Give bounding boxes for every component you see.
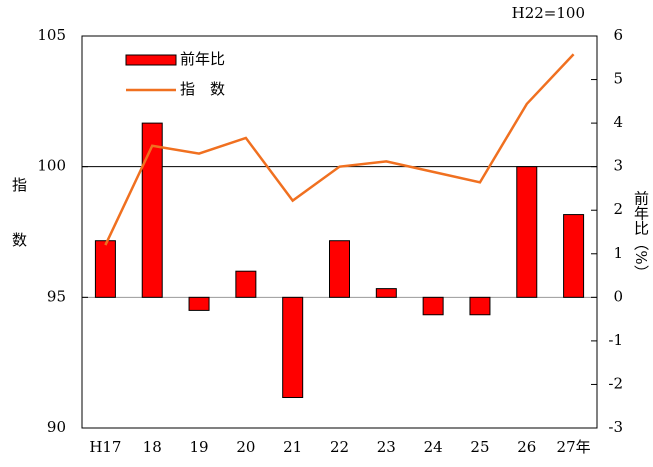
bar [235,270,257,298]
legend-label: 前年比 [180,50,225,68]
y2-tick-label: 5 [613,70,623,88]
bar [563,214,585,298]
y2-tick-label: 3 [613,157,623,175]
x-tick-label: 21 [283,438,302,456]
line [104,53,575,246]
bar [516,166,538,298]
x-tick-label: 22 [330,438,349,456]
y2-tick-label: 6 [613,26,623,44]
y2-tick-label: 4 [613,113,623,131]
bar [141,122,163,298]
bar [94,240,116,298]
bar [282,296,304,399]
bar [329,240,350,298]
legend-label: 指 数 [180,80,225,98]
x-tick-label: 27年 [557,438,591,456]
x-tick-label: 23 [377,438,396,456]
x-tick-label: 19 [189,438,208,456]
y2-tick-label: 0 [613,287,623,305]
y2-axis-label: 前年比（%） [632,190,650,279]
y2-tick-label: -1 [608,331,623,349]
x-tick-label: 25 [470,438,489,456]
x-tick-label: 20 [236,438,255,456]
bar [422,296,444,316]
y2-tick-label: 1 [613,244,623,262]
chart-note: H22=100 [512,4,585,22]
y-tick-label: 95 [47,287,66,305]
y2-tick-label: -2 [608,374,623,392]
y2-tick-label: 2 [613,200,623,218]
bar [375,288,397,298]
x-tick-label: H17 [89,438,121,456]
x-tick-label: 26 [517,438,536,456]
y-tick-label: 105 [37,26,66,44]
y-tick-label: 90 [47,418,66,436]
plot-frame [81,35,598,429]
y-tick-label: 100 [37,157,66,175]
x-tick-label: 18 [143,438,162,456]
x-tick-label: 24 [424,438,443,456]
bar [188,296,210,311]
legend-swatch [125,54,177,66]
y2-tick-label: -3 [608,418,623,436]
y-axis-label: 指数 [10,177,28,287]
bar [469,296,491,316]
